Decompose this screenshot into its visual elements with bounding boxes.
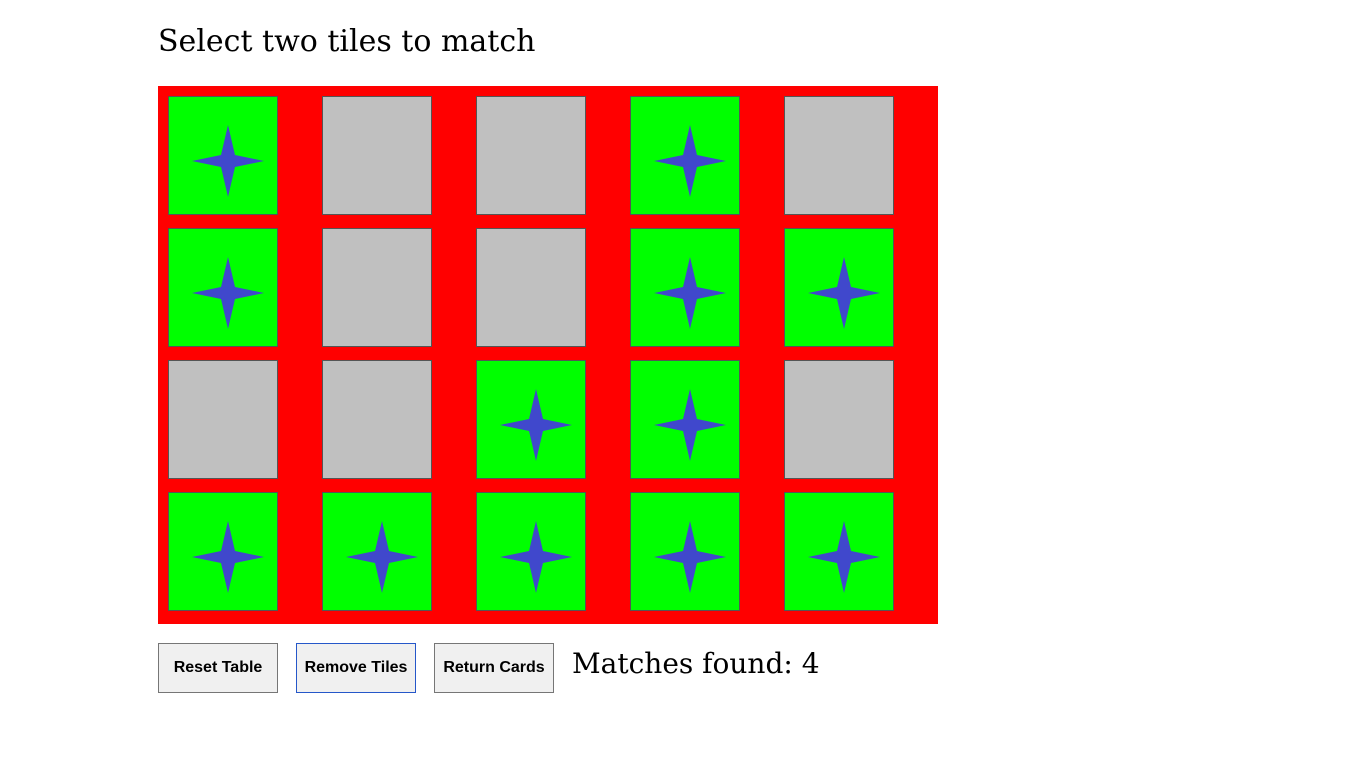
four-point-star-icon [808,521,880,593]
tile-revealed[interactable] [168,228,278,347]
four-point-star-icon [654,125,726,197]
tile-revealed[interactable] [476,360,586,479]
tile-revealed[interactable] [784,228,894,347]
four-point-star-icon [808,257,880,329]
tile-revealed[interactable] [784,492,894,611]
four-point-star-icon [500,521,572,593]
tile-hidden[interactable] [322,96,432,215]
remove-tiles-button[interactable]: Remove Tiles [296,643,416,693]
reset-table-button[interactable]: Reset Table [158,643,278,693]
tile-hidden[interactable] [476,228,586,347]
four-point-star-icon [346,521,418,593]
tile-hidden[interactable] [322,228,432,347]
tile-revealed[interactable] [476,492,586,611]
four-point-star-icon [192,257,264,329]
matches-found-counter: Matches found: 4 [572,647,820,680]
four-point-star-icon [192,521,264,593]
four-point-star-icon [192,125,264,197]
game-board [158,86,938,624]
tile-hidden[interactable] [784,96,894,215]
tile-revealed[interactable] [630,228,740,347]
tile-revealed[interactable] [630,492,740,611]
tile-revealed[interactable] [630,360,740,479]
four-point-star-icon [500,389,572,461]
tile-revealed[interactable] [168,492,278,611]
tile-hidden[interactable] [168,360,278,479]
tile-revealed[interactable] [168,96,278,215]
tile-revealed[interactable] [630,96,740,215]
tile-hidden[interactable] [322,360,432,479]
tile-revealed[interactable] [322,492,432,611]
page-title: Select two tiles to match [158,24,536,59]
four-point-star-icon [654,521,726,593]
tile-hidden[interactable] [476,96,586,215]
return-cards-button[interactable]: Return Cards [434,643,554,693]
tile-hidden[interactable] [784,360,894,479]
four-point-star-icon [654,389,726,461]
four-point-star-icon [654,257,726,329]
